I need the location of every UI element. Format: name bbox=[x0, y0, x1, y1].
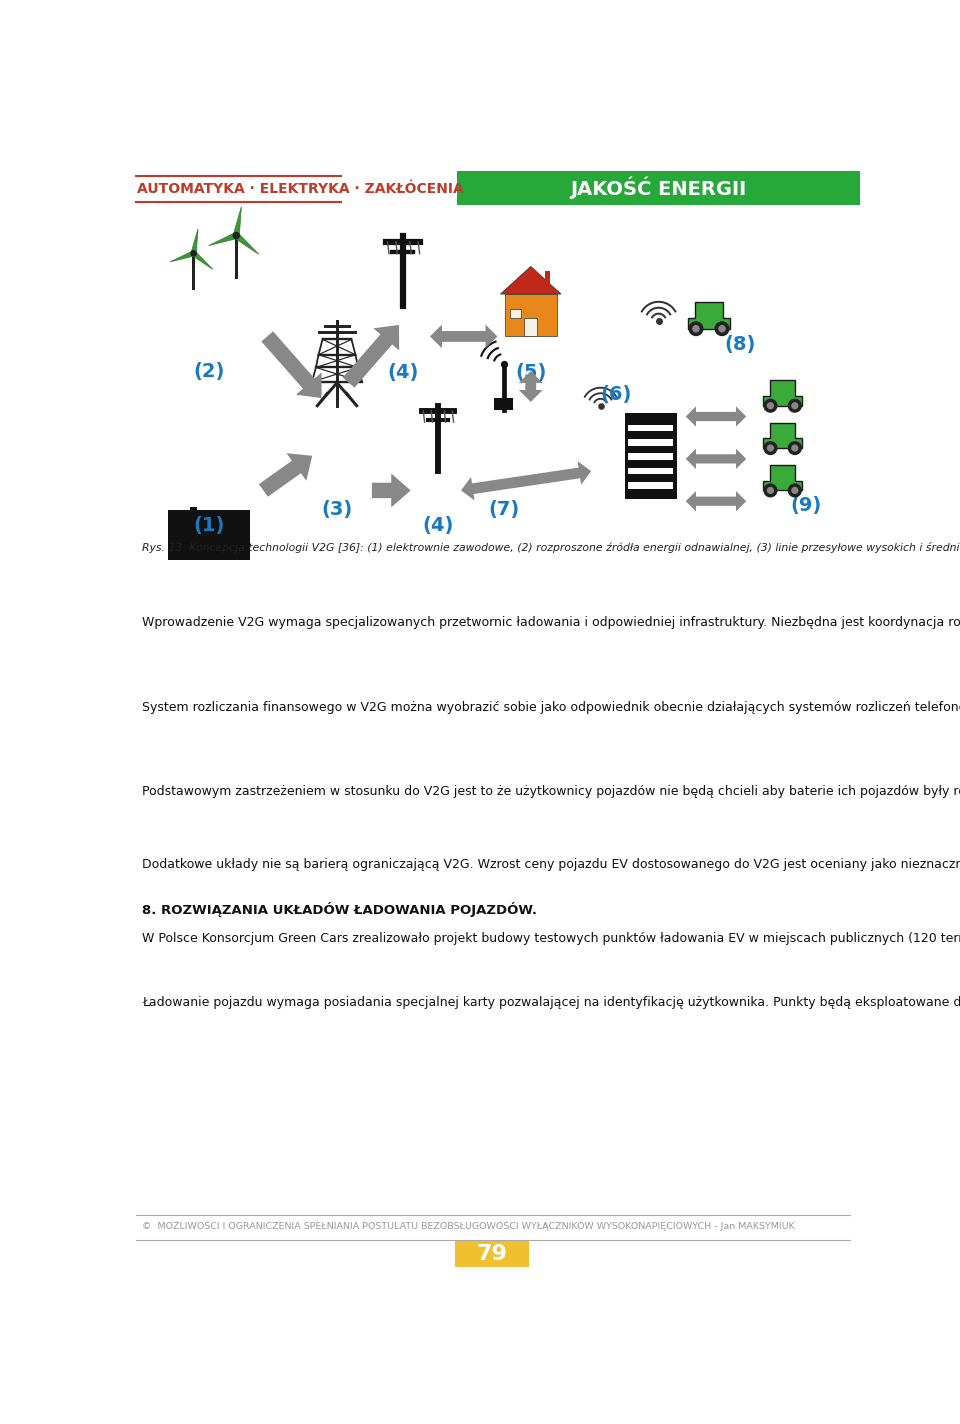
Bar bbox=[625, 413, 677, 498]
Bar bbox=[217, 511, 224, 560]
Text: ©  MOŻLIWOŚCI I OGRANICZENIA SPEŁNIANIA POSTULATU BEZOBSŁUGOWOŚCI WYŁĄCZNIKÓW WY: © MOŻLIWOŚCI I OGRANICZENIA SPEŁNIANIA P… bbox=[142, 1220, 795, 1230]
Text: (4): (4) bbox=[422, 515, 453, 534]
Text: (5): (5) bbox=[516, 363, 546, 382]
Bar bbox=[494, 397, 513, 410]
Bar bbox=[524, 319, 537, 336]
Bar bbox=[510, 309, 521, 319]
Text: (8): (8) bbox=[724, 335, 756, 353]
Circle shape bbox=[715, 322, 729, 336]
Circle shape bbox=[788, 484, 802, 497]
Polygon shape bbox=[170, 251, 195, 262]
Polygon shape bbox=[234, 234, 259, 255]
Bar bbox=[168, 510, 251, 560]
Polygon shape bbox=[192, 252, 213, 269]
Bar bbox=[629, 483, 673, 488]
Polygon shape bbox=[372, 474, 411, 507]
Text: (3): (3) bbox=[322, 500, 352, 520]
Text: Ładowanie pojazdu wymaga posiadania specjalnej karty pozwalającej na identyfikac: Ładowanie pojazdu wymaga posiadania spec… bbox=[142, 997, 960, 1010]
Bar bbox=[544, 271, 550, 283]
Bar bbox=[192, 253, 195, 290]
Text: Rys. 13. Koncepcja technologii V2G [36]: (1) elektrownie zawodowe, (2) rozproszo: Rys. 13. Koncepcja technologii V2G [36]:… bbox=[142, 543, 960, 553]
Bar bbox=[457, 171, 860, 205]
Polygon shape bbox=[688, 302, 731, 329]
Text: (1): (1) bbox=[193, 515, 225, 534]
Polygon shape bbox=[343, 325, 399, 387]
Polygon shape bbox=[763, 380, 803, 406]
Polygon shape bbox=[168, 507, 251, 560]
Bar bbox=[455, 1240, 529, 1267]
Bar bbox=[190, 507, 197, 560]
Text: Podstawowym zastrzeżeniem w stosunku do V2G jest to że użytkownicy pojazdów nie : Podstawowym zastrzeżeniem w stosunku do … bbox=[142, 786, 960, 799]
Bar bbox=[505, 295, 557, 336]
Polygon shape bbox=[763, 423, 803, 449]
Circle shape bbox=[767, 403, 774, 409]
Polygon shape bbox=[685, 491, 746, 511]
Circle shape bbox=[764, 484, 777, 497]
Circle shape bbox=[191, 251, 196, 256]
Text: Wprowadzenie V2G wymaga specjalizowanych przetwornic ładowania i odpowiedniej in: Wprowadzenie V2G wymaga specjalizowanych… bbox=[142, 617, 960, 629]
Text: AUTOMATYKA · ELEKTRYKA · ZAKŁÓCENIA: AUTOMATYKA · ELEKTRYKA · ZAKŁÓCENIA bbox=[137, 182, 464, 197]
Circle shape bbox=[792, 487, 798, 493]
Circle shape bbox=[788, 399, 802, 412]
Bar bbox=[629, 453, 673, 460]
Text: (4): (4) bbox=[387, 363, 419, 382]
Text: JAKOŚĆ ENERGII: JAKOŚĆ ENERGII bbox=[570, 177, 747, 199]
Circle shape bbox=[788, 441, 802, 454]
Text: 79: 79 bbox=[476, 1243, 508, 1263]
Circle shape bbox=[792, 403, 798, 409]
Circle shape bbox=[764, 441, 777, 454]
Polygon shape bbox=[685, 449, 746, 468]
Text: (7): (7) bbox=[488, 500, 519, 520]
Text: System rozliczania finansowego w V2G można wyobrazić sobie jako odpowiednik obec: System rozliczania finansowego w V2G moż… bbox=[142, 701, 960, 713]
Bar bbox=[629, 439, 673, 446]
Polygon shape bbox=[461, 461, 591, 500]
Circle shape bbox=[767, 487, 774, 493]
Polygon shape bbox=[518, 372, 542, 402]
Circle shape bbox=[693, 326, 699, 332]
Text: W Polsce Konsorcjum Green Cars zrealizowało projekt budowy testowych punktów ład: W Polsce Konsorcjum Green Cars zrealizow… bbox=[142, 931, 960, 944]
Polygon shape bbox=[763, 466, 803, 490]
Polygon shape bbox=[261, 332, 322, 399]
Bar bbox=[230, 523, 236, 560]
Text: (6): (6) bbox=[600, 384, 632, 403]
Polygon shape bbox=[259, 453, 312, 497]
Circle shape bbox=[233, 232, 239, 239]
Polygon shape bbox=[233, 206, 241, 236]
Polygon shape bbox=[191, 229, 198, 253]
Text: 8. ROZWIĄZANIA UKŁADÓW ŁADOWANIA POJAZDÓW.: 8. ROZWIĄZANIA UKŁADÓW ŁADOWANIA POJAZDÓ… bbox=[142, 903, 537, 917]
Bar bbox=[629, 424, 673, 431]
Bar bbox=[629, 467, 673, 474]
Circle shape bbox=[689, 322, 703, 336]
Circle shape bbox=[792, 446, 798, 451]
Circle shape bbox=[764, 399, 777, 412]
Bar bbox=[203, 520, 209, 560]
Text: (2): (2) bbox=[193, 362, 225, 380]
Polygon shape bbox=[685, 406, 746, 427]
Polygon shape bbox=[500, 266, 561, 295]
Circle shape bbox=[719, 326, 725, 332]
Polygon shape bbox=[430, 325, 497, 349]
Text: Dodatkowe układy nie są barierą ograniczającą V2G. Wzrost ceny pojazdu EV dostos: Dodatkowe układy nie są barierą ogranicz… bbox=[142, 857, 960, 870]
Bar bbox=[234, 235, 238, 279]
Text: (9): (9) bbox=[790, 497, 822, 515]
Polygon shape bbox=[208, 232, 237, 245]
Bar bbox=[177, 515, 184, 560]
Circle shape bbox=[767, 446, 774, 451]
